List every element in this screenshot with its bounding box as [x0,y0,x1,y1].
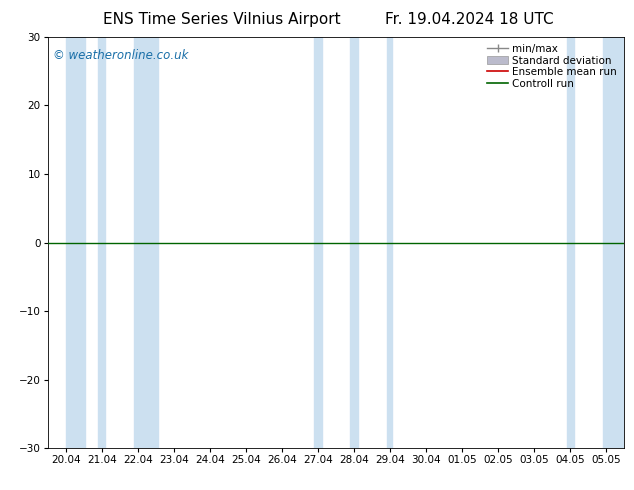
Bar [134,37,157,448]
Bar [567,37,574,448]
Bar [65,37,86,448]
Text: © weatheronline.co.uk: © weatheronline.co.uk [53,49,189,62]
Bar [98,37,105,448]
Legend: min/max, Standard deviation, Ensemble mean run, Controll run: min/max, Standard deviation, Ensemble me… [486,42,619,91]
Bar [603,37,624,448]
Text: Fr. 19.04.2024 18 UTC: Fr. 19.04.2024 18 UTC [385,12,553,27]
Bar [314,37,321,448]
Bar [387,37,392,448]
Bar [351,37,358,448]
Text: ENS Time Series Vilnius Airport: ENS Time Series Vilnius Airport [103,12,340,27]
